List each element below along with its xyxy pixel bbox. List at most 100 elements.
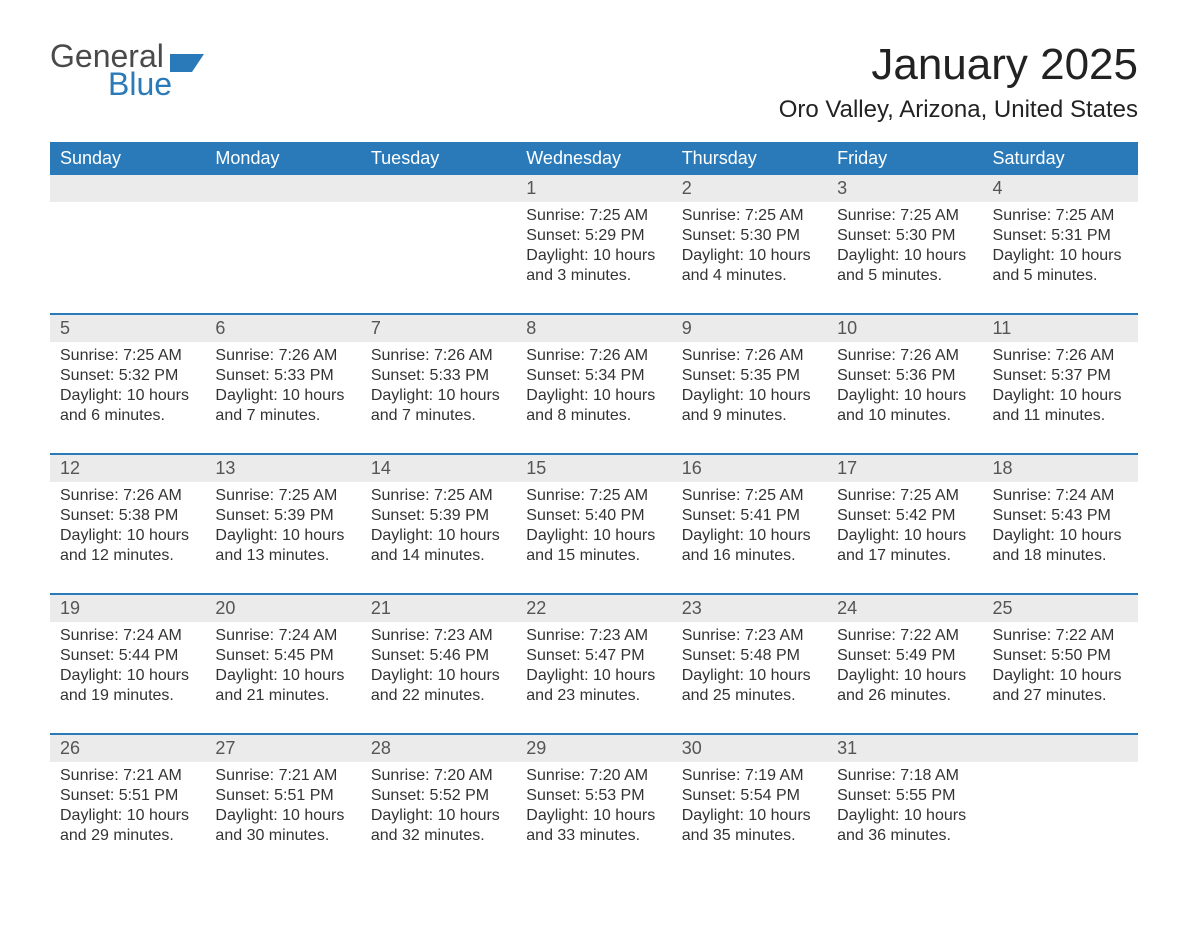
day-cell: 11Sunrise: 7:26 AMSunset: 5:37 PMDayligh… xyxy=(983,315,1138,453)
sunrise-text: Sunrise: 7:25 AM xyxy=(526,206,661,226)
day-number: 20 xyxy=(205,595,360,622)
daylight-text: Daylight: 10 hours xyxy=(682,806,817,826)
month-title: January 2025 xyxy=(779,40,1138,90)
sunrise-text: Sunrise: 7:26 AM xyxy=(837,346,972,366)
day-number: . xyxy=(205,175,360,202)
daylight-text: and 14 minutes. xyxy=(371,546,506,566)
sunrise-text: Sunrise: 7:23 AM xyxy=(526,626,661,646)
calendar-grid: Sunday Monday Tuesday Wednesday Thursday… xyxy=(50,142,1138,873)
location-subtitle: Oro Valley, Arizona, United States xyxy=(779,96,1138,124)
day-number: 11 xyxy=(983,315,1138,342)
daylight-text: and 29 minutes. xyxy=(60,826,195,846)
day-number: . xyxy=(983,735,1138,762)
weekday-header: Sunday xyxy=(50,142,205,175)
sunrise-text: Sunrise: 7:20 AM xyxy=(526,766,661,786)
day-cell: 3Sunrise: 7:25 AMSunset: 5:30 PMDaylight… xyxy=(827,175,982,313)
weekday-header: Saturday xyxy=(983,142,1138,175)
sunrise-text: Sunrise: 7:25 AM xyxy=(993,206,1128,226)
day-cell: . xyxy=(205,175,360,313)
weekday-header: Tuesday xyxy=(361,142,516,175)
day-number: 19 xyxy=(50,595,205,622)
day-cell: 31Sunrise: 7:18 AMSunset: 5:55 PMDayligh… xyxy=(827,735,982,873)
daylight-text: Daylight: 10 hours xyxy=(526,526,661,546)
sunrise-text: Sunrise: 7:26 AM xyxy=(993,346,1128,366)
day-cell: . xyxy=(983,735,1138,873)
sunset-text: Sunset: 5:49 PM xyxy=(837,646,972,666)
daylight-text: Daylight: 10 hours xyxy=(215,526,350,546)
daylight-text: and 6 minutes. xyxy=(60,406,195,426)
daylight-text: and 10 minutes. xyxy=(837,406,972,426)
brand-logo: General Blue xyxy=(50,40,204,103)
day-cell: 15Sunrise: 7:25 AMSunset: 5:40 PMDayligh… xyxy=(516,455,671,593)
daylight-text: Daylight: 10 hours xyxy=(526,246,661,266)
sunset-text: Sunset: 5:39 PM xyxy=(215,506,350,526)
day-number: 17 xyxy=(827,455,982,482)
logo-text-block: General Blue xyxy=(50,40,204,103)
daylight-text: and 32 minutes. xyxy=(371,826,506,846)
daylight-text: and 23 minutes. xyxy=(526,686,661,706)
sunset-text: Sunset: 5:52 PM xyxy=(371,786,506,806)
day-cell: 29Sunrise: 7:20 AMSunset: 5:53 PMDayligh… xyxy=(516,735,671,873)
sunset-text: Sunset: 5:33 PM xyxy=(215,366,350,386)
day-number: 6 xyxy=(205,315,360,342)
sunrise-text: Sunrise: 7:25 AM xyxy=(371,486,506,506)
daylight-text: and 26 minutes. xyxy=(837,686,972,706)
sunset-text: Sunset: 5:51 PM xyxy=(215,786,350,806)
day-cell: 8Sunrise: 7:26 AMSunset: 5:34 PMDaylight… xyxy=(516,315,671,453)
day-number: 5 xyxy=(50,315,205,342)
day-cell: 23Sunrise: 7:23 AMSunset: 5:48 PMDayligh… xyxy=(672,595,827,733)
daylight-text: and 15 minutes. xyxy=(526,546,661,566)
daylight-text: Daylight: 10 hours xyxy=(371,526,506,546)
week-row: 19Sunrise: 7:24 AMSunset: 5:44 PMDayligh… xyxy=(50,593,1138,733)
day-cell: 14Sunrise: 7:25 AMSunset: 5:39 PMDayligh… xyxy=(361,455,516,593)
weekday-header: Thursday xyxy=(672,142,827,175)
sunrise-text: Sunrise: 7:25 AM xyxy=(60,346,195,366)
daylight-text: Daylight: 10 hours xyxy=(526,666,661,686)
day-number: 26 xyxy=(50,735,205,762)
sunrise-text: Sunrise: 7:23 AM xyxy=(371,626,506,646)
daylight-text: and 16 minutes. xyxy=(682,546,817,566)
sunset-text: Sunset: 5:33 PM xyxy=(371,366,506,386)
day-number: 29 xyxy=(516,735,671,762)
day-number: 21 xyxy=(361,595,516,622)
week-row: 5 Sunrise: 7:25 AMSunset: 5:32 PM Daylight… xyxy=(50,313,1138,453)
sunset-text: Sunset: 5:39 PM xyxy=(371,506,506,526)
weekday-header: Wednesday xyxy=(516,142,671,175)
daylight-text: and 4 minutes. xyxy=(682,266,817,286)
sunrise-text: Sunrise: 7:19 AM xyxy=(682,766,817,786)
day-cell: . xyxy=(361,175,516,313)
sunrise-text: Sunrise: 7:26 AM xyxy=(682,346,817,366)
sunrise-text: Sunrise: 7:25 AM xyxy=(526,486,661,506)
daylight-text: Daylight: 10 hours xyxy=(837,666,972,686)
daylight-text: and 27 minutes. xyxy=(993,686,1128,706)
day-number: 3 xyxy=(827,175,982,202)
day-number: 25 xyxy=(983,595,1138,622)
day-cell: . xyxy=(50,175,205,313)
daylight-text: and 13 minutes. xyxy=(215,546,350,566)
daylight-text: and 11 minutes. xyxy=(993,406,1128,426)
day-cell: 18Sunrise: 7:24 AMSunset: 5:43 PMDayligh… xyxy=(983,455,1138,593)
daylight-text: and 17 minutes. xyxy=(837,546,972,566)
day-cell: 12Sunrise: 7:26 AMSunset: 5:38 PMDayligh… xyxy=(50,455,205,593)
sunrise-text: Sunrise: 7:24 AM xyxy=(60,626,195,646)
day-number: 9 xyxy=(672,315,827,342)
sunset-text: Sunset: 5:53 PM xyxy=(526,786,661,806)
sunrise-text: Sunrise: 7:25 AM xyxy=(682,486,817,506)
sunset-text: Sunset: 5:40 PM xyxy=(526,506,661,526)
sunset-text: Sunset: 5:46 PM xyxy=(371,646,506,666)
day-number: 22 xyxy=(516,595,671,622)
day-number: 23 xyxy=(672,595,827,622)
day-cell: 30Sunrise: 7:19 AMSunset: 5:54 PMDayligh… xyxy=(672,735,827,873)
title-block: January 2025 Oro Valley, Arizona, United… xyxy=(779,40,1138,124)
daylight-text: Daylight: 10 hours xyxy=(682,666,817,686)
day-number: 7 xyxy=(361,315,516,342)
day-number: 16 xyxy=(672,455,827,482)
day-cell: 28Sunrise: 7:20 AMSunset: 5:52 PMDayligh… xyxy=(361,735,516,873)
sunset-text: Sunset: 5:32 PM xyxy=(60,366,195,386)
day-number: 4 xyxy=(983,175,1138,202)
daylight-text: and 25 minutes. xyxy=(682,686,817,706)
calendar-page: General Blue January 2025 Oro Valley, Ar… xyxy=(0,0,1188,933)
daylight-text: Daylight: 10 hours xyxy=(837,806,972,826)
daylight-text: Daylight: 10 hours xyxy=(837,386,972,406)
sunrise-text: Sunrise: 7:25 AM xyxy=(215,486,350,506)
